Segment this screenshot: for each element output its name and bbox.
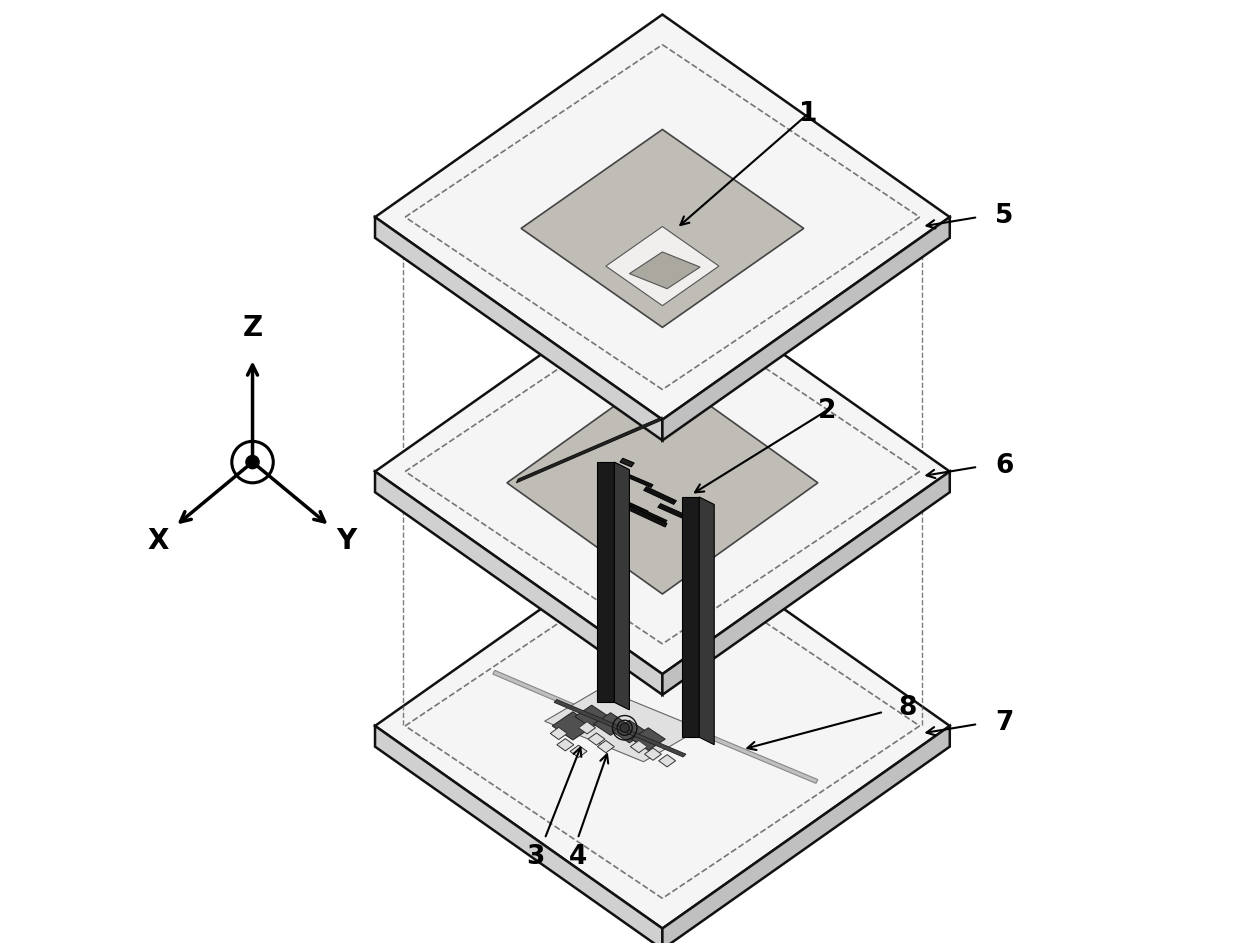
Text: 7: 7 <box>994 709 1013 735</box>
Polygon shape <box>544 688 701 762</box>
Polygon shape <box>557 739 574 751</box>
Polygon shape <box>662 726 950 944</box>
Polygon shape <box>374 218 662 441</box>
Polygon shape <box>570 746 587 758</box>
Polygon shape <box>614 463 630 710</box>
Polygon shape <box>606 228 719 307</box>
Text: 1: 1 <box>800 101 817 127</box>
Text: 8: 8 <box>898 695 916 720</box>
Polygon shape <box>682 497 699 737</box>
Polygon shape <box>630 253 701 290</box>
Polygon shape <box>521 130 804 328</box>
Text: X: X <box>148 527 169 555</box>
Polygon shape <box>699 497 714 745</box>
Polygon shape <box>657 504 686 519</box>
Circle shape <box>620 723 630 733</box>
Text: 2: 2 <box>818 397 837 424</box>
Polygon shape <box>492 670 630 732</box>
Polygon shape <box>662 472 950 695</box>
Circle shape <box>232 442 273 483</box>
Polygon shape <box>374 726 662 944</box>
Polygon shape <box>645 749 661 761</box>
Polygon shape <box>551 728 567 740</box>
Polygon shape <box>613 720 646 743</box>
Text: Y: Y <box>336 527 357 555</box>
Polygon shape <box>620 459 634 467</box>
Polygon shape <box>552 712 594 740</box>
Text: 5: 5 <box>994 203 1013 229</box>
Polygon shape <box>374 524 950 929</box>
Polygon shape <box>610 496 649 514</box>
Polygon shape <box>658 755 676 767</box>
Polygon shape <box>579 722 595 734</box>
Text: 6: 6 <box>994 452 1013 479</box>
Polygon shape <box>374 270 950 674</box>
Polygon shape <box>631 728 665 750</box>
Circle shape <box>246 456 259 469</box>
Text: 3: 3 <box>526 843 544 869</box>
Polygon shape <box>588 733 605 746</box>
Polygon shape <box>507 372 818 595</box>
Polygon shape <box>374 472 662 695</box>
Polygon shape <box>630 741 647 753</box>
Polygon shape <box>374 15 950 420</box>
Polygon shape <box>594 713 627 735</box>
Polygon shape <box>625 474 653 488</box>
Polygon shape <box>667 717 818 784</box>
Polygon shape <box>598 463 614 702</box>
Polygon shape <box>644 487 677 505</box>
Polygon shape <box>516 417 662 483</box>
Polygon shape <box>630 505 667 524</box>
Polygon shape <box>662 218 950 441</box>
Polygon shape <box>598 741 614 753</box>
Text: Z: Z <box>243 314 263 342</box>
Polygon shape <box>575 705 609 728</box>
Text: 4: 4 <box>568 843 587 869</box>
Polygon shape <box>554 700 686 757</box>
Polygon shape <box>610 498 667 528</box>
